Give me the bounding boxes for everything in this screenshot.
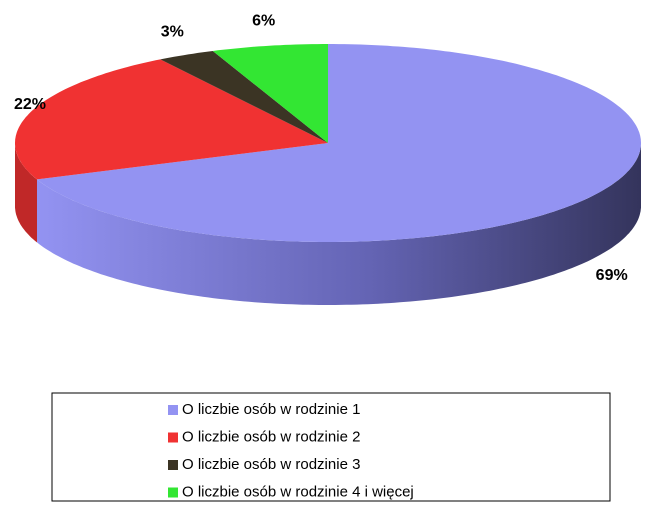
slice <box>15 59 328 180</box>
legend-label: O liczbie osób w rodzinie 1 <box>182 401 360 418</box>
legend-swatch <box>168 432 178 443</box>
slice-side <box>37 143 641 305</box>
legend-swatch <box>168 487 178 498</box>
slice-side <box>15 143 37 243</box>
data-label: 22% <box>14 96 46 113</box>
pie <box>15 44 641 305</box>
data-label: 69% <box>596 267 628 284</box>
legend-label: O liczbie osób w rodzinie 2 <box>182 428 360 445</box>
legend-label: O liczbie osób w rodzinie 3 <box>182 456 360 473</box>
legend-swatch <box>168 460 178 470</box>
slice <box>212 44 328 143</box>
slice <box>160 51 328 143</box>
legend-box <box>51 392 611 502</box>
slice <box>37 44 641 242</box>
data-label: 3% <box>161 24 184 41</box>
legend-label: O liczbie osób w rodzinie 4 i więcej <box>182 483 414 500</box>
legend-swatch <box>168 405 178 415</box>
data-label: 6% <box>252 12 275 29</box>
